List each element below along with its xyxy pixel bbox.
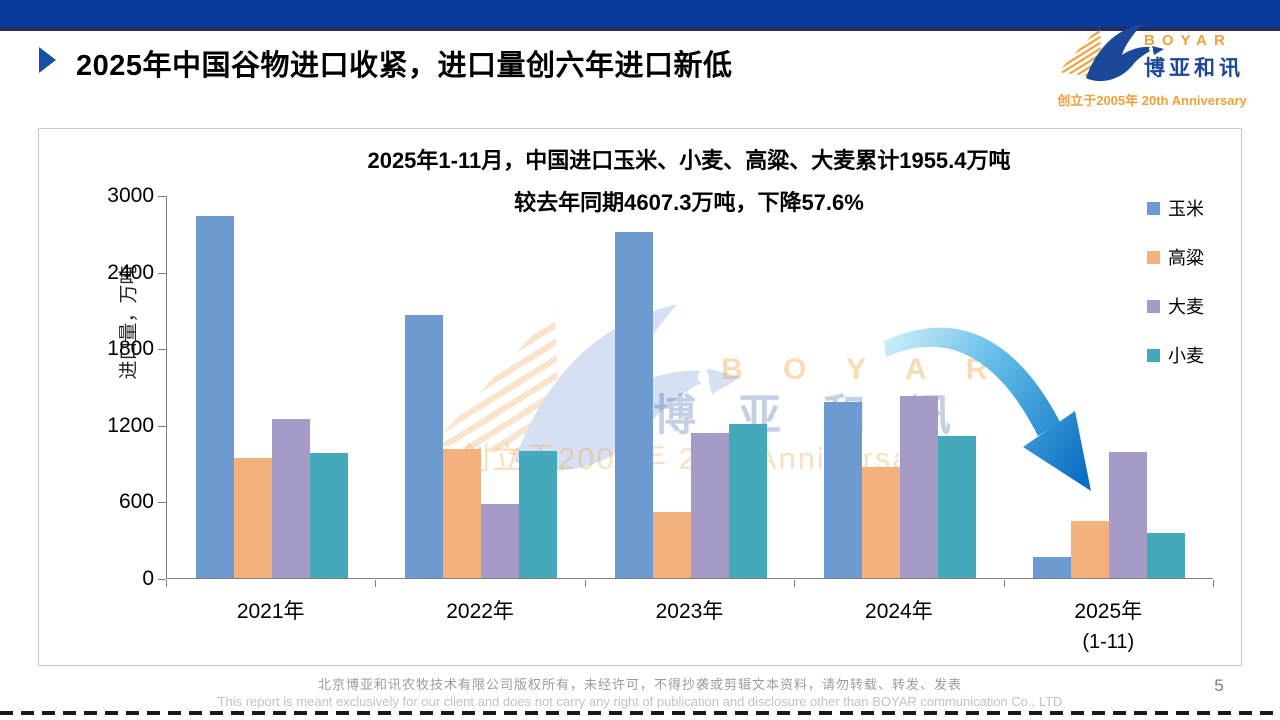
x-tick-sublabel-2025年: (1-11) [1082, 631, 1135, 653]
legend-item-玉米: 玉米 [1147, 195, 1204, 221]
page-title: 2025年中国谷物进口收紧，进口量创六年进口新低 [76, 50, 733, 82]
bar-小麦-2025年 [1147, 533, 1186, 578]
bar-大麦-2025年 [1109, 452, 1148, 578]
x-tick-label-2021年: 2021年 [236, 600, 305, 623]
bar-高粱-2025年 [1071, 521, 1110, 578]
x-axis-tick [375, 580, 377, 587]
bar-玉米-2025年 [1033, 557, 1072, 578]
legend-item-大麦: 大麦 [1147, 293, 1204, 319]
legend-label-玉米: 玉米 [1168, 199, 1204, 219]
bar-高粱-2022年 [443, 449, 482, 578]
legend-swatch-玉米 [1147, 201, 1160, 215]
y-axis-tick [158, 272, 166, 274]
logo-name-en: BOYAR [1144, 32, 1232, 49]
bar-玉米-2022年 [405, 315, 444, 578]
chart-legend: 玉米 高粱 大麦 小麦 [1147, 195, 1204, 368]
bar-玉米-2023年 [614, 232, 653, 578]
bar-玉米-2021年 [195, 216, 234, 578]
y-tick-label-0: 0 [142, 567, 154, 590]
bar-高粱-2023年 [652, 512, 691, 578]
logo-tagline: 创立于2005年 20th Anniversary [1057, 93, 1247, 108]
boyar-bird-icon [1058, 24, 1164, 82]
chart-area: 2025年1-11月，中国进口玉米、小麦、高粱、大麦累计1955.4万吨 较去年… [38, 128, 1242, 666]
legend-swatch-大麦 [1147, 299, 1160, 313]
legend-label-大麦: 大麦 [1168, 297, 1204, 317]
bar-大麦-2023年 [690, 433, 729, 578]
x-axis-tick [166, 580, 167, 587]
y-axis-tick [158, 425, 166, 427]
y-tick-label-2400: 2400 [107, 260, 154, 284]
y-tick-label-1800: 1800 [107, 337, 154, 361]
legend-swatch-小麦 [1147, 348, 1160, 362]
footer-copyright-cn: 北京博亚和讯农牧技术有限公司版权所有，未经许可，不得抄袭或剪辑文本资料，请勿转载… [317, 677, 962, 692]
title-bullet-triangle-icon [39, 47, 56, 73]
bar-大麦-2024年 [899, 396, 938, 578]
bar-高粱-2024年 [861, 467, 900, 578]
bar-高粱-2021年 [233, 458, 272, 578]
legend-swatch-高粱 [1147, 250, 1160, 264]
chart-title-line2: 较去年同期4607.3万吨，下降57.6% [514, 190, 864, 215]
bar-小麦-2023年 [728, 424, 767, 578]
footer-copyright-en: This report is meant exclusively for our… [217, 694, 1063, 709]
top-accent-bar [0, 0, 1280, 31]
legend-item-高粱: 高粱 [1147, 244, 1204, 270]
y-axis-tick [158, 349, 166, 351]
legend-label-小麦: 小麦 [1168, 346, 1204, 366]
bar-小麦-2021年 [309, 453, 348, 578]
bar-小麦-2024年 [937, 436, 976, 578]
x-tick-label-2024年: 2024年 [865, 600, 933, 623]
legend-label-高粱: 高粱 [1168, 248, 1204, 268]
bar-小麦-2022年 [519, 451, 558, 578]
y-axis-tick [158, 579, 166, 580]
y-tick-label-600: 600 [118, 490, 154, 514]
x-tick-label-2022年: 2022年 [446, 600, 514, 623]
logo-name-cn: 博亚和讯 [1144, 57, 1244, 80]
plot-area [166, 196, 1213, 579]
y-axis-tick [158, 196, 166, 197]
chart-title-line1: 2025年1-11月，中国进口玉米、小麦、高粱、大麦累计1955.4万吨 [367, 148, 1011, 173]
y-axis-tick [158, 502, 166, 504]
page-number: 5 [1214, 676, 1224, 695]
bar-大麦-2022年 [481, 504, 520, 578]
bottom-dashed-divider [0, 711, 1280, 715]
y-tick-label-3000: 3000 [107, 184, 154, 207]
x-tick-label-2023年: 2023年 [655, 600, 724, 623]
x-axis-tick [794, 580, 796, 587]
x-tick-label-2025年: 2025年 [1074, 600, 1143, 623]
boyar-logo: BOYAR 博亚和讯 创立于2005年 20th Anniversary [1056, 20, 1248, 116]
bar-大麦-2021年 [271, 419, 310, 578]
x-axis-tick [1213, 580, 1214, 587]
legend-item-小麦: 小麦 [1147, 342, 1204, 368]
y-tick-label-1200: 1200 [107, 413, 154, 437]
x-axis-tick [584, 580, 586, 587]
bar-玉米-2024年 [823, 402, 862, 578]
x-axis-tick [1003, 580, 1005, 587]
